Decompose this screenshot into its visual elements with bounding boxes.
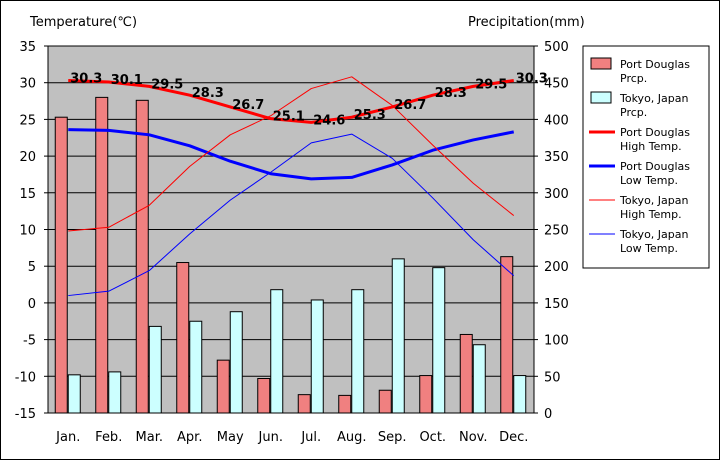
legend-entry: Tokyo, Japan High Temp. <box>619 194 688 221</box>
y-right-tick-label: 250 <box>544 224 569 239</box>
bar-tokyo-prcp <box>108 371 122 414</box>
y-axis-left-title: Temperature(℃) <box>29 15 137 30</box>
data-label: 24.6 <box>313 113 345 128</box>
x-tick-label: Jun. <box>258 430 283 445</box>
legend-entry: Port Douglas High Temp. <box>620 126 690 153</box>
line-series-0 <box>68 78 514 124</box>
legend-entry: Tokyo, Japan Prcp. <box>619 92 688 119</box>
x-tick-label: Dec. <box>499 430 528 445</box>
data-label: 29.5 <box>151 77 183 92</box>
data-label: 28.3 <box>435 86 467 101</box>
y-left-tick-label: 10 <box>19 224 36 239</box>
y-right-tick-label: 400 <box>544 113 569 128</box>
legend-entry-line: High Temp. <box>620 140 682 153</box>
y-right-tick-label: 300 <box>544 187 569 202</box>
legend-entry: Port Douglas Low Temp. <box>620 160 690 187</box>
bar-port-douglas-prcp <box>176 262 190 414</box>
data-label: 26.7 <box>394 98 426 113</box>
y-left-tick-label: 30 <box>19 77 36 92</box>
legend-entry: Tokyo, Japan Low Temp. <box>619 228 688 255</box>
legend-entry-line: Low Temp. <box>620 242 678 255</box>
bar-port-douglas-prcp <box>419 375 433 414</box>
data-label: 25.1 <box>273 110 305 125</box>
line-series-2 <box>68 76 515 232</box>
bar-tokyo-prcp <box>432 267 446 414</box>
data-label: 26.7 <box>232 98 264 113</box>
y-axis-right-title: Precipitation(mm) <box>468 15 585 30</box>
x-tick-label: Aug. <box>337 430 367 445</box>
bar-tokyo-prcp <box>270 289 284 414</box>
y-left-tick-label: -10 <box>15 370 36 385</box>
y-right-tick-label: 150 <box>544 297 569 312</box>
legend-entry-line: Tokyo, Japan <box>619 194 688 207</box>
legend-entry-line: Tokyo, Japan <box>619 228 688 241</box>
bar-port-douglas-prcp <box>135 99 149 414</box>
bar-port-douglas-prcp <box>95 96 109 414</box>
y-right-tick-label: 0 <box>544 407 552 422</box>
y-right-tick-label: 100 <box>544 334 569 349</box>
x-tick-label: Sep. <box>378 430 407 445</box>
data-label: 25.3 <box>354 108 386 123</box>
y-left-tick-label: 5 <box>28 260 36 275</box>
bar-tokyo-prcp <box>310 299 324 414</box>
bar-port-douglas-prcp <box>500 256 514 414</box>
bar-tokyo-prcp <box>229 311 243 414</box>
bar-tokyo-prcp <box>391 258 405 414</box>
legend-entry-line: Tokyo, Japan <box>619 92 688 105</box>
data-label: 30.3 <box>70 71 102 86</box>
y-right-tick-label: 200 <box>544 260 569 275</box>
data-label: 28.3 <box>192 86 224 101</box>
bar-port-douglas-prcp <box>257 378 271 414</box>
y-left-tick-label: 20 <box>19 150 36 165</box>
y-left-tick-label: 15 <box>19 187 36 202</box>
bar-port-douglas-prcp <box>459 333 473 414</box>
legend-entry-line: Prcp. <box>620 106 647 119</box>
bar-tokyo-prcp <box>189 320 203 414</box>
y-left-tick-label: 25 <box>19 113 36 128</box>
data-label: 29.5 <box>475 77 507 92</box>
x-tick-label: Mar. <box>136 430 163 445</box>
bar-tokyo-prcp <box>513 375 527 414</box>
bar-tokyo-prcp <box>67 374 81 414</box>
x-tick-label: Apr. <box>177 430 202 445</box>
y-left-tick-label: 0 <box>28 297 36 312</box>
legend-entry-line: Port Douglas <box>620 160 690 173</box>
bar-port-douglas-prcp <box>54 116 68 414</box>
bar-tokyo-prcp <box>148 325 162 414</box>
legend-entry: Port Douglas Prcp. <box>620 58 690 85</box>
data-label: 30.1 <box>111 73 143 88</box>
y-right-tick-label: 50 <box>544 370 561 385</box>
legend-box <box>582 45 710 269</box>
line-series-1 <box>68 128 515 181</box>
legend-entry-line: Port Douglas <box>620 58 690 71</box>
legend-swatch <box>590 57 612 70</box>
x-tick-label: Nov. <box>459 430 488 445</box>
x-tick-label: Jan. <box>55 430 80 445</box>
y-left-tick-label: -5 <box>23 334 36 349</box>
bar-port-douglas-prcp <box>216 359 230 414</box>
bar-port-douglas-prcp <box>338 394 352 414</box>
legend-swatch <box>590 91 612 104</box>
y-right-tick-label: 350 <box>544 150 569 165</box>
y-right-tick-label: 500 <box>544 40 569 55</box>
x-tick-label: May <box>217 430 244 445</box>
y-right-tick-label: 450 <box>544 77 569 92</box>
y-left-tick-label: 35 <box>19 40 36 55</box>
x-tick-label: Oct. <box>419 430 446 445</box>
bar-port-douglas-prcp <box>297 394 311 414</box>
x-tick-label: Feb. <box>95 430 122 445</box>
data-label: 30.3 <box>516 71 548 86</box>
bar-tokyo-prcp <box>351 289 365 414</box>
x-tick-label: Jul. <box>300 430 321 445</box>
bar-tokyo-prcp <box>472 344 486 414</box>
y-left-tick-label: -15 <box>15 407 36 422</box>
legend-entry-line: High Temp. <box>620 208 682 221</box>
bar-port-douglas-prcp <box>378 389 392 414</box>
legend-entry-line: Low Temp. <box>620 174 678 187</box>
legend-entry-line: Prcp. <box>620 72 647 85</box>
line-series-3 <box>68 133 515 297</box>
legend-entry-line: Port Douglas <box>620 126 690 139</box>
